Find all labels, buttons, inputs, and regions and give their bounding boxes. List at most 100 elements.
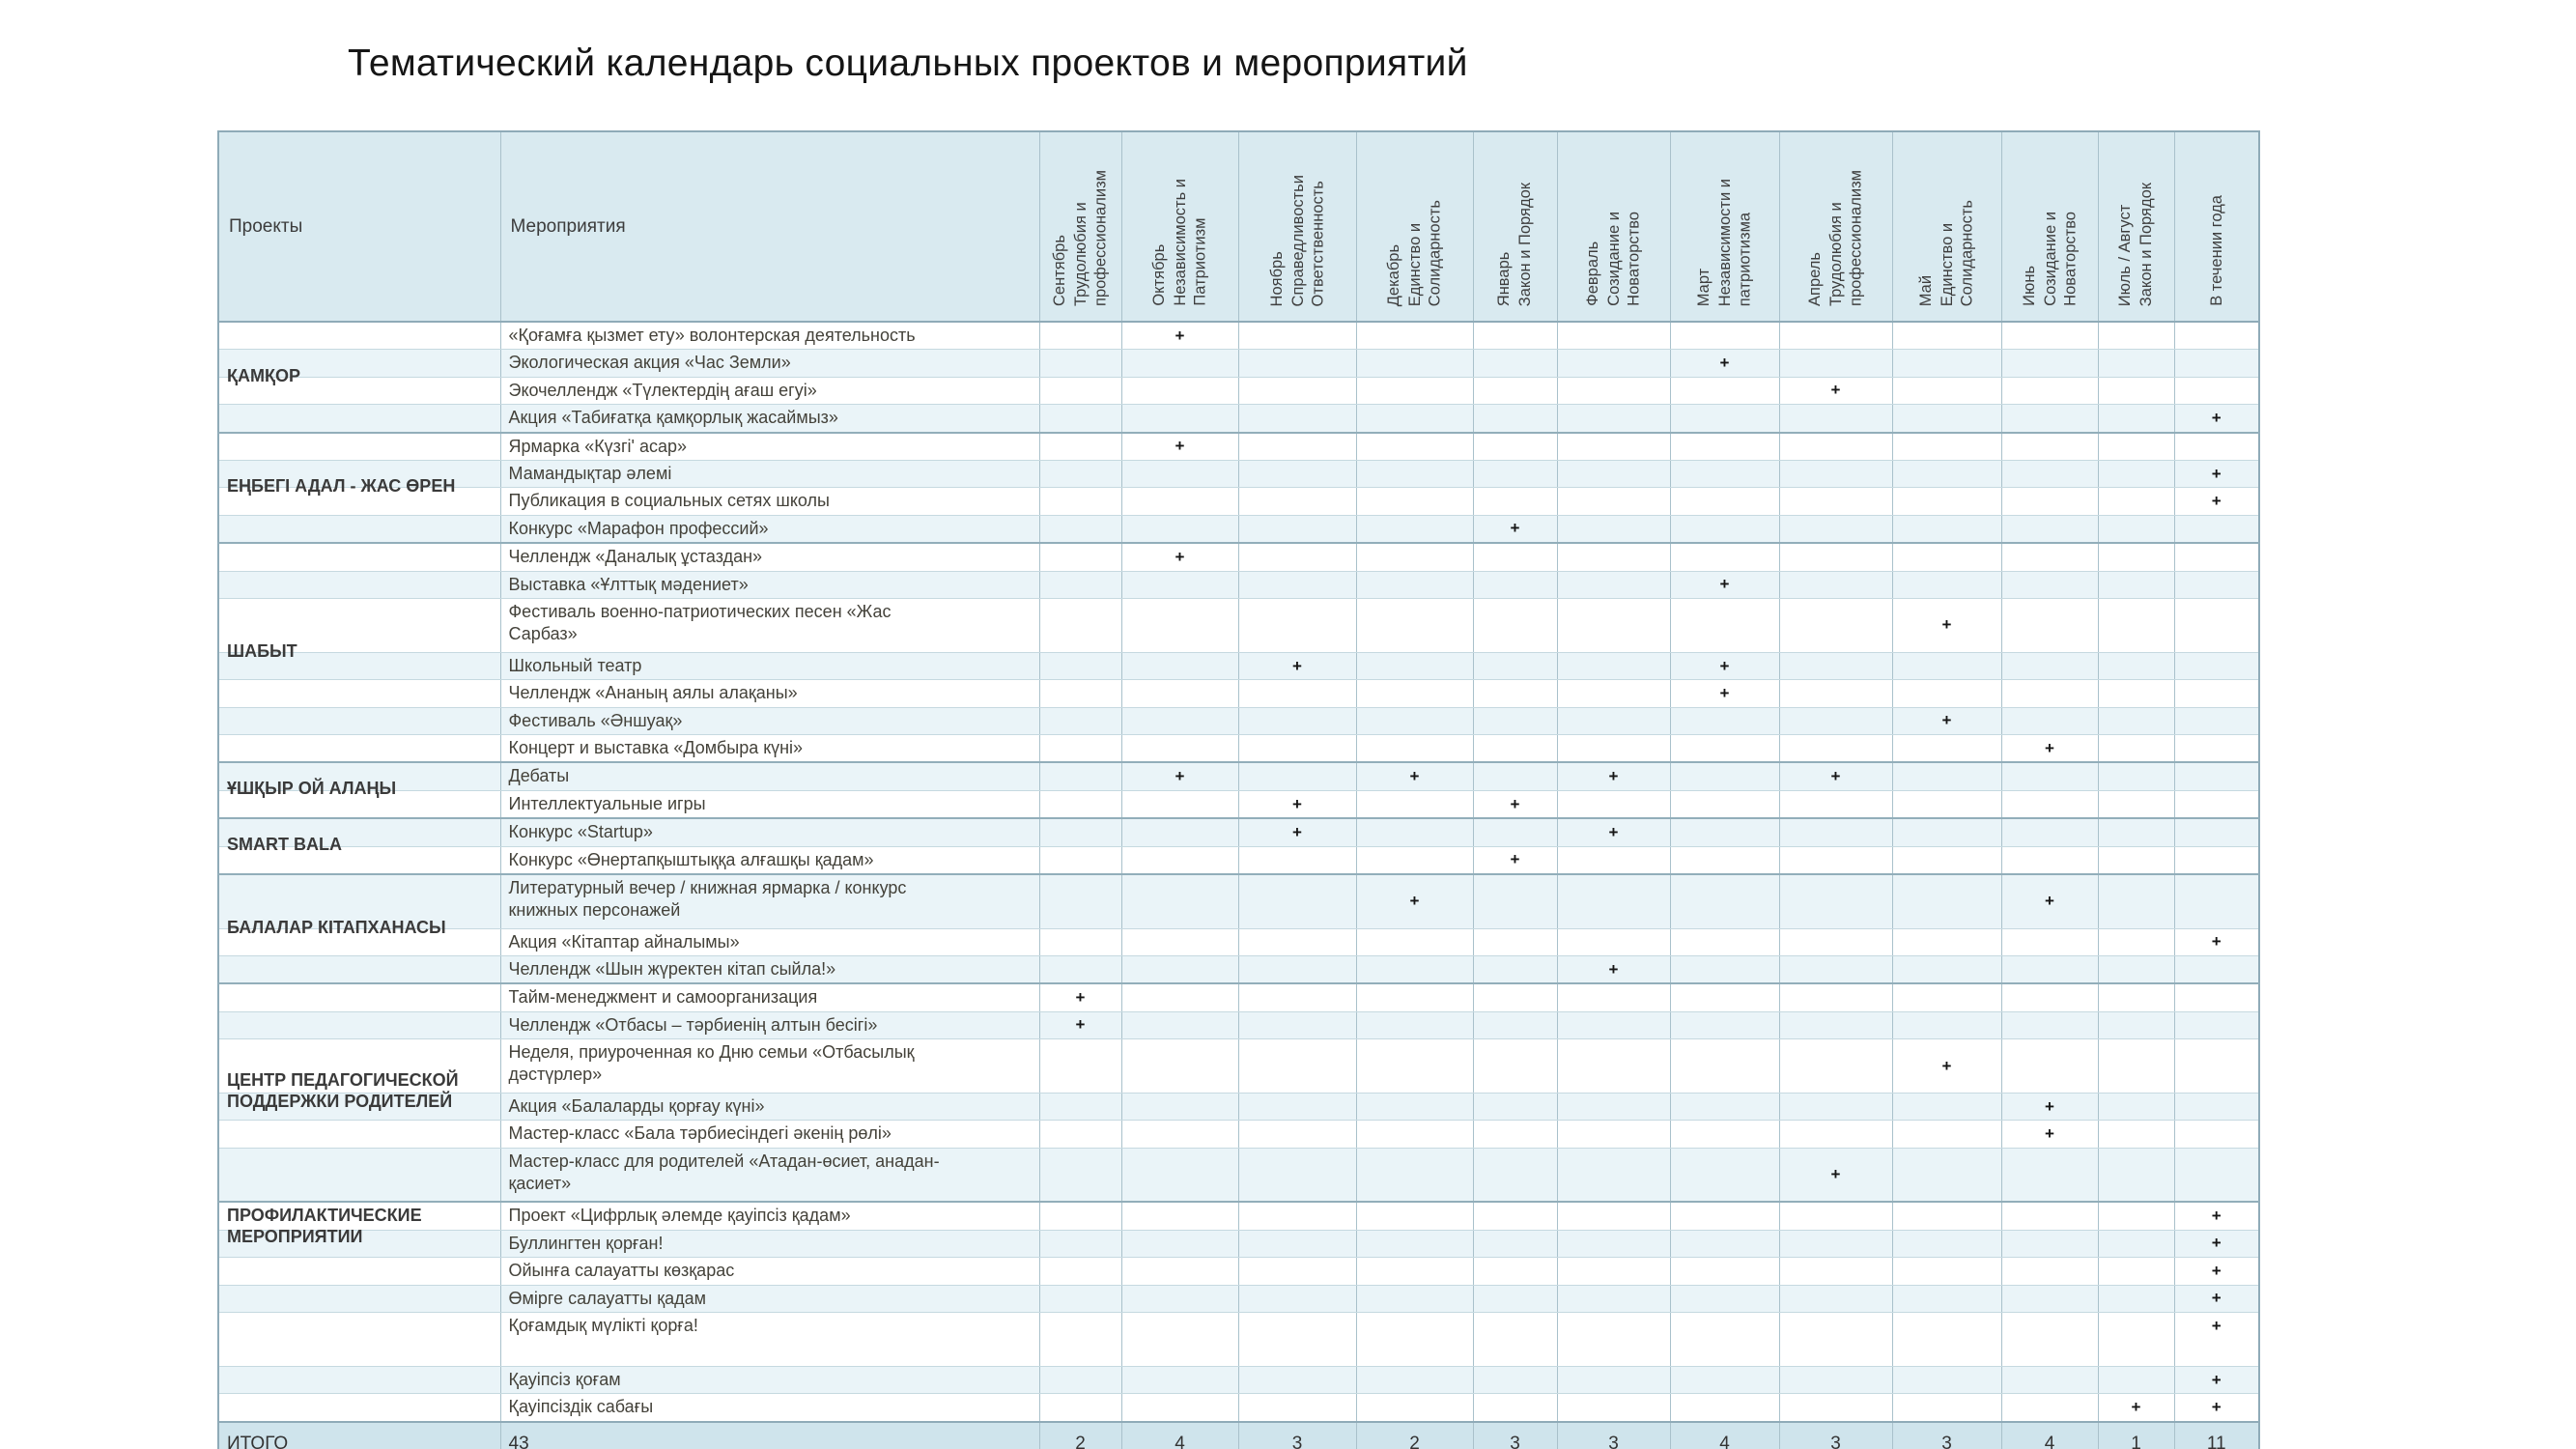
calendar-table-wrapper: Проекты Мероприятия Сентябрь Трудолюбия и…: [217, 130, 2260, 1449]
month-mark-cell: [1038, 1257, 1122, 1286]
event-cell: Экологическая акция «Час Земли»: [499, 349, 1040, 378]
month-column-header: Январь Закон и Порядок: [1472, 130, 1558, 323]
event-cell: Акция «Табиғатқа қамқорлық жасаймыз»: [499, 404, 1040, 434]
month-mark-cell: [2097, 597, 2175, 653]
event-row: «Қоғамға қызмет ету» волонтерская деятел…: [217, 321, 2260, 351]
month-mark-cell: [2173, 542, 2260, 572]
month-header-text: Январь Закон и Порядок: [1494, 183, 1535, 306]
calendar-table: Проекты Мероприятия Сентябрь Трудолюбия и…: [217, 130, 2260, 1449]
event-row: Конкурс «Өнертапқыштыққа алғашқы қадам» +: [217, 845, 2260, 875]
month-mark-cell: [2173, 1010, 2260, 1040]
month-mark-cell: [1556, 1093, 1671, 1122]
month-mark-cell: [1120, 954, 1239, 984]
month-mark-cell: [1472, 1038, 1558, 1094]
month-mark-cell: [1472, 954, 1558, 984]
plus-mark-cell: +: [2173, 1201, 2260, 1231]
total-value-cell: 3: [1778, 1420, 1893, 1449]
plus-mark-cell: +: [1355, 761, 1474, 791]
month-column-header: Октябрь Независимость и Патриотизм: [1120, 130, 1239, 323]
month-mark-cell: [2097, 1229, 2175, 1259]
month-mark-cell: [1778, 514, 1893, 544]
event-row: Челлендж «Ананың аялы алақаны» +: [217, 679, 2260, 708]
month-mark-cell: [1237, 570, 1357, 599]
month-mark-cell: [2173, 873, 2260, 929]
month-mark-cell: [2097, 706, 2175, 736]
month-mark-cell: [2097, 954, 2175, 984]
month-mark-cell: [1778, 1284, 1893, 1313]
event-cell: Литературный вечер / книжная ярмарка / к…: [499, 873, 1040, 929]
month-mark-cell: [1237, 459, 1357, 489]
month-mark-cell: [1472, 487, 1558, 516]
month-mark-cell: [1355, 1257, 1474, 1286]
month-mark-cell: [1355, 376, 1474, 406]
plus-mark-cell: +: [1120, 431, 1239, 461]
month-mark-cell: [2097, 349, 2175, 378]
total-value-cell: 3: [1237, 1420, 1357, 1449]
month-mark-cell: [1355, 1147, 1474, 1203]
project-cell: [217, 1365, 501, 1395]
project-cell: [217, 376, 501, 406]
header-row: Проекты Мероприятия Сентябрь Трудолюбия и…: [217, 130, 2260, 323]
month-mark-cell: [2173, 651, 2260, 681]
month-mark-cell: [2097, 789, 2175, 819]
month-mark-cell: [1237, 1229, 1357, 1259]
month-mark-cell: [1556, 1365, 1671, 1395]
month-mark-cell: [1669, 487, 1780, 516]
month-mark-cell: [1669, 761, 1780, 791]
plus-mark-cell: +: [2173, 487, 2260, 516]
month-mark-cell: [1556, 376, 1671, 406]
month-mark-cell: [1120, 1229, 1239, 1259]
month-mark-cell: [1237, 349, 1357, 378]
month-mark-cell: [1891, 789, 2002, 819]
month-mark-cell: [1038, 349, 1122, 378]
month-name: Март: [1695, 268, 1713, 306]
month-mark-cell: [1778, 734, 1893, 763]
month-mark-cell: [1891, 873, 2002, 929]
month-mark-cell: [1778, 1010, 1893, 1040]
month-mark-cell: [1038, 1229, 1122, 1259]
month-mark-cell: [2097, 1201, 2175, 1231]
event-cell: Публикация в социальных сетях школы: [499, 487, 1040, 516]
project-cell: [217, 542, 501, 572]
total-label: ИТОГО: [217, 1420, 501, 1449]
month-mark-cell: [1778, 487, 1893, 516]
month-mark-cell: [1669, 404, 1780, 434]
month-motto: Независимости и патриотизма: [1716, 178, 1754, 306]
month-mark-cell: [1120, 734, 1239, 763]
month-mark-cell: [1778, 651, 1893, 681]
month-mark-cell: [1778, 1393, 1893, 1423]
event-row: Акция «Балаларды қорғау күні» +: [217, 1093, 2260, 1122]
month-mark-cell: [1778, 954, 1893, 984]
month-motto: Закон и Порядок: [1516, 182, 1535, 306]
month-column-header: Март Независимости и патриотизма: [1669, 130, 1780, 323]
event-row: Қоғамдық мүлікті қорға! +: [217, 1311, 2260, 1367]
event-row: Мастер-класс «Бала тәрбиесіндегі әкенің …: [217, 1120, 2260, 1149]
project-cell: [217, 734, 501, 763]
month-mark-cell: [1556, 321, 1671, 351]
month-mark-cell: [1891, 349, 2002, 378]
month-mark-cell: [1472, 321, 1558, 351]
month-mark-cell: [2173, 431, 2260, 461]
month-mark-cell: [1038, 1147, 1122, 1203]
event-row: Қауіпсіздік сабағы + +: [217, 1393, 2260, 1423]
month-mark-cell: [1038, 542, 1122, 572]
month-mark-cell: [1891, 982, 2002, 1012]
month-mark-cell: [1355, 1393, 1474, 1423]
month-mark-cell: [1669, 1038, 1780, 1094]
month-mark-cell: [2097, 679, 2175, 708]
month-mark-cell: [2097, 404, 2175, 434]
month-mark-cell: [2000, 1147, 2099, 1203]
month-motto: Созидание и Новаторство: [2041, 212, 2080, 306]
month-mark-cell: [1669, 459, 1780, 489]
event-cell: Фестиваль военно-патриотических песен «Ж…: [499, 597, 1040, 653]
month-header-text: Октябрь Независимость и Патриотизм: [1149, 179, 1209, 306]
month-mark-cell: [2173, 761, 2260, 791]
event-row: Экочеллендж «Түлектердің ағаш егуі» +: [217, 376, 2260, 406]
month-mark-cell: [1669, 1010, 1780, 1040]
month-mark-cell: [1472, 1201, 1558, 1231]
event-cell: Дебаты: [499, 761, 1040, 791]
plus-mark-cell: +: [1237, 651, 1357, 681]
month-mark-cell: [1556, 542, 1671, 572]
project-cell: [217, 927, 501, 956]
month-mark-cell: [1237, 1038, 1357, 1094]
